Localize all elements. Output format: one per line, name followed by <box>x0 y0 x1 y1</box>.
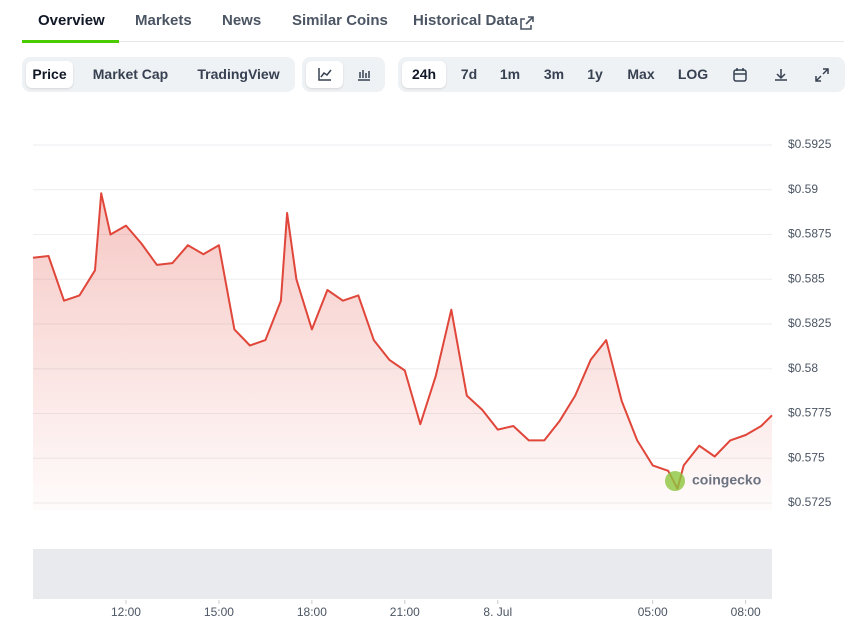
x-tick-label: 15:00 <box>204 605 234 619</box>
candle-chart-button[interactable] <box>345 61 382 88</box>
view-button[interactable]: Market Cap <box>92 66 169 82</box>
y-tick-label: $0.5725 <box>788 495 832 509</box>
nav-tab[interactable]: News <box>222 12 262 29</box>
x-tick-label: 12:00 <box>111 605 141 619</box>
view-group: Price Market Cap TradingView <box>22 57 295 92</box>
watermark-logo <box>665 471 685 491</box>
y-tick-label: $0.59 <box>788 182 818 196</box>
fullscreen-icon[interactable] <box>814 67 830 83</box>
range-button[interactable]: 1m <box>499 66 521 82</box>
active-underline <box>22 40 119 43</box>
price-area <box>33 193 772 511</box>
line-chart-button[interactable] <box>306 61 343 88</box>
x-tick-label: 08:00 <box>731 605 761 619</box>
view-button[interactable]: Price <box>26 61 73 88</box>
nav-tab[interactable]: Overview <box>38 12 105 29</box>
nav-tab[interactable]: Markets <box>135 12 192 29</box>
y-tick-label: $0.575 <box>788 450 825 464</box>
range-button[interactable]: 1y <box>587 66 603 82</box>
divider <box>22 41 844 42</box>
x-tick-label: 18:00 <box>297 605 327 619</box>
x-tick-label: 8. Jul <box>483 605 512 619</box>
y-tick-label: $0.5825 <box>788 316 832 330</box>
x-tick-label: 05:00 <box>638 605 668 619</box>
volume-area <box>33 549 772 599</box>
range-button[interactable]: 7d <box>460 66 478 82</box>
price-line <box>32 192 773 490</box>
calendar-icon[interactable] <box>732 67 748 83</box>
chart-style-group <box>302 57 385 92</box>
nav-tab[interactable]: Historical Data <box>413 12 519 29</box>
watermark: coingecko <box>692 472 761 488</box>
y-tick-label: $0.585 <box>788 271 825 285</box>
external-link-icon <box>520 16 534 30</box>
range-group: 24h 7d 1m 3m 1y Max LOG <box>398 57 845 92</box>
range-button[interactable]: Max <box>627 66 655 82</box>
view-button[interactable]: TradingView <box>197 66 280 82</box>
y-tick-label: $0.5925 <box>788 137 832 151</box>
x-tick-label: 21:00 <box>390 605 420 619</box>
y-tick-label: $0.58 <box>788 361 818 375</box>
range-button[interactable]: LOG <box>677 66 709 82</box>
y-tick-label: $0.5875 <box>788 227 832 241</box>
y-tick-label: $0.5775 <box>788 406 832 420</box>
nav-tab[interactable]: Similar Coins <box>292 12 388 29</box>
download-icon[interactable] <box>773 67 789 83</box>
range-button[interactable]: 3m <box>543 66 565 82</box>
range-button[interactable]: 24h <box>402 61 446 88</box>
